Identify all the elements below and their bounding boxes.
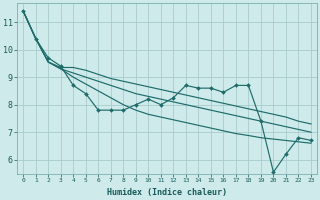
X-axis label: Humidex (Indice chaleur): Humidex (Indice chaleur) xyxy=(107,188,227,197)
